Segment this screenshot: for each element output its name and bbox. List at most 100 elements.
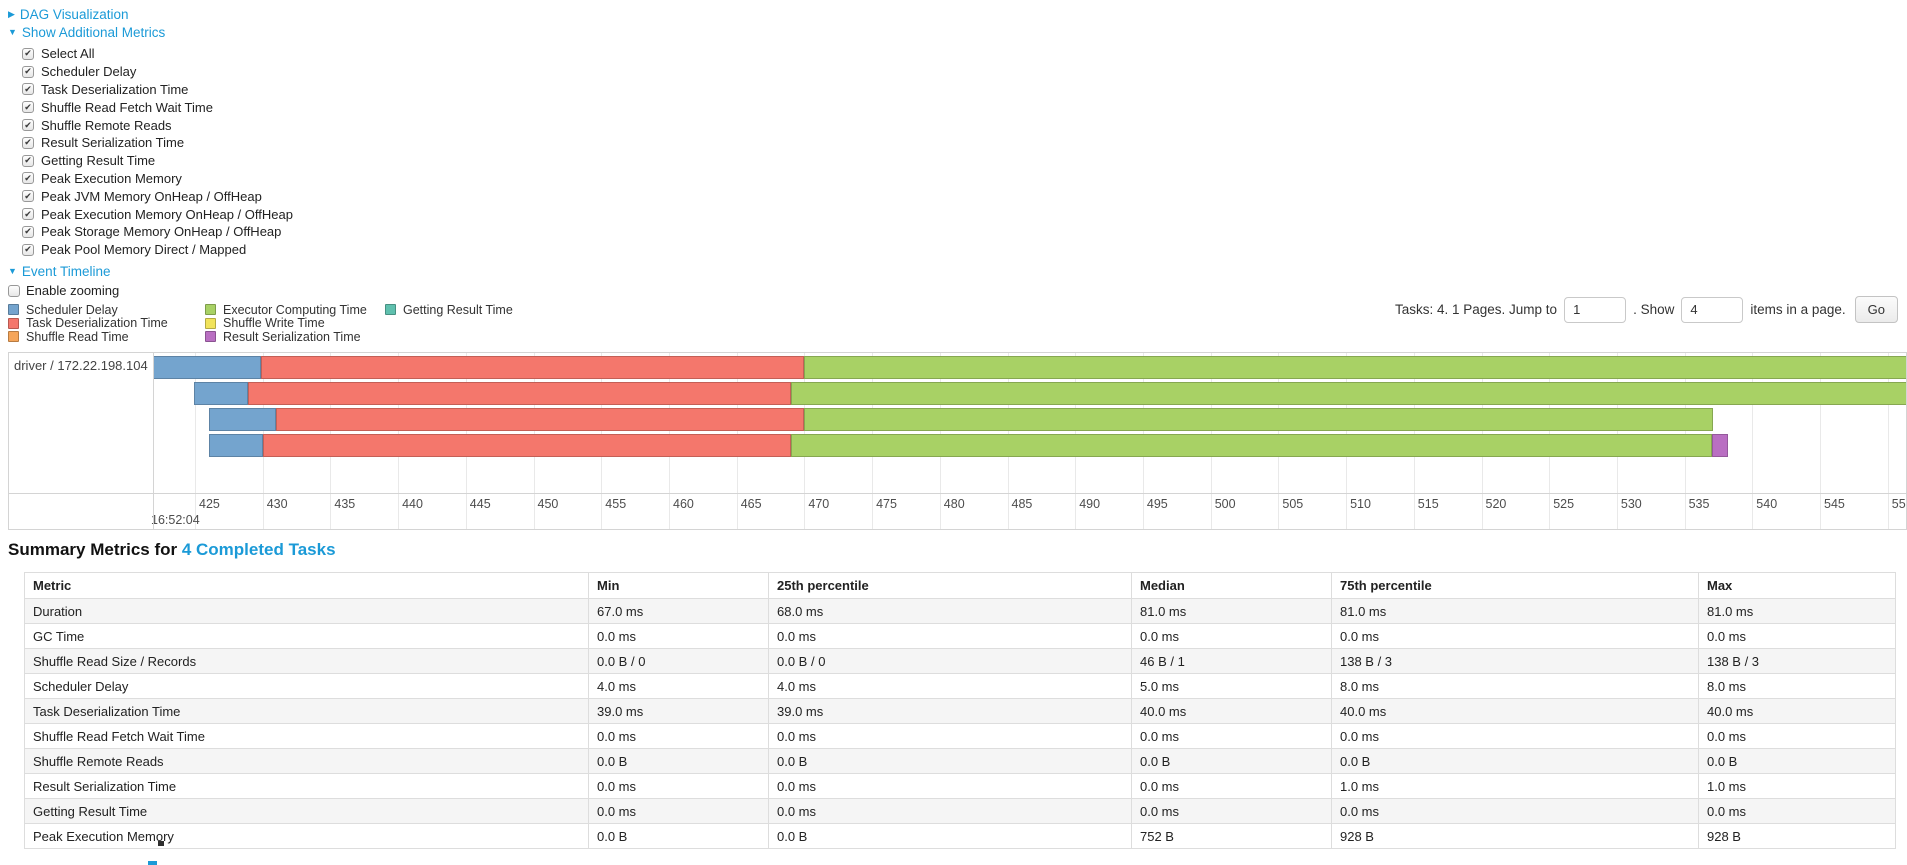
completed-tasks-link[interactable]: 4 Completed Tasks	[181, 540, 336, 559]
metric-checkbox[interactable]	[22, 83, 34, 96]
value-cell: 0.0 B	[588, 748, 769, 774]
event-timeline-toggle[interactable]: ▼ Event Timeline	[8, 263, 293, 280]
time-axis-tick-label: 455	[605, 497, 627, 511]
task-bar-segment-task-deserialization-time[interactable]	[261, 356, 805, 379]
metric-cell: Result Serialization Time	[24, 773, 589, 799]
metric-checkbox[interactable]	[22, 172, 34, 185]
value-cell: 81.0 ms	[1331, 598, 1699, 624]
task-bar-segment-executor-computing-time[interactable]	[804, 408, 1714, 431]
items-per-page-input[interactable]	[1681, 296, 1744, 323]
enable-zooming-checkbox[interactable]	[8, 284, 20, 297]
metric-checkbox-row[interactable]: Getting Result Time	[22, 152, 293, 170]
table-header-cell: 25th percentile	[768, 572, 1132, 599]
value-cell: 0.0 ms	[588, 723, 769, 749]
task-bar-segment-executor-computing-time[interactable]	[790, 434, 1712, 457]
jump-to-page-input[interactable]	[1564, 296, 1627, 323]
metric-checkbox[interactable]	[22, 119, 34, 132]
table-row: Shuffle Read Fetch Wait Time 0.0 ms 0.0 ms…	[24, 723, 1896, 749]
legend-item-label: Executor Computing Time	[223, 302, 367, 317]
metric-checkbox-row[interactable]: Shuffle Remote Reads	[22, 116, 293, 134]
metric-checkbox-label: Peak Storage Memory OnHeap / OffHeap	[41, 224, 282, 240]
items-in-page-text: items in a page.	[1750, 302, 1846, 317]
value-cell: 68.0 ms	[768, 598, 1132, 624]
value-cell: 0.0 ms	[768, 798, 1132, 824]
table-header-cell: Metric	[24, 572, 589, 599]
metric-checkbox-row[interactable]: Select All	[22, 45, 293, 63]
metric-checkbox[interactable]	[22, 243, 34, 256]
metric-checkbox-row[interactable]: Peak Storage Memory OnHeap / OffHeap	[22, 223, 293, 241]
metric-checkbox[interactable]	[22, 47, 34, 60]
metric-checkbox-row[interactable]: Peak Pool Memory Direct / Mapped	[22, 241, 293, 259]
value-cell: 0.0 ms	[1698, 723, 1896, 749]
metric-checkbox-row[interactable]: Peak Execution Memory	[22, 170, 293, 188]
go-button[interactable]: Go	[1854, 296, 1898, 323]
value-cell: 0.0 B	[768, 748, 1132, 774]
time-axis-tick-label: 550	[1891, 497, 1906, 511]
metric-checkbox-row[interactable]: Peak JVM Memory OnHeap / OffHeap	[22, 187, 293, 205]
metric-checkbox-label: Shuffle Remote Reads	[41, 117, 172, 133]
table-row: Shuffle Remote Reads 0.0 B 0.0 B 0.0 B 0.0 B…	[24, 748, 1896, 774]
task-bar-segment-scheduler-delay[interactable]	[208, 434, 263, 457]
metric-checkbox-row[interactable]: Result Serialization Time	[22, 134, 293, 152]
legend-item: Result Serialization Time	[205, 330, 385, 344]
table-header-row: Metric Min 25th percentile Median 75th perce…	[24, 572, 1896, 599]
value-cell: 0.0 ms	[1698, 623, 1896, 649]
value-cell: 0.0 B	[768, 823, 1132, 849]
value-cell: 1.0 ms	[1331, 773, 1699, 799]
table-row: Shuffle Read Size / Records 0.0 B / 0 0.0 …	[24, 648, 1896, 674]
metric-checkbox[interactable]	[22, 190, 34, 203]
metric-checkbox[interactable]	[22, 65, 34, 78]
legend-column: Scheduler Delay Task Deserialization Time…	[8, 303, 205, 344]
dag-visualization-toggle[interactable]: ▶ DAG Visualization	[8, 6, 293, 23]
task-bar-segment-task-deserialization-time[interactable]	[276, 408, 805, 431]
metric-checkbox-label: Task Deserialization Time	[41, 81, 189, 97]
metric-checkbox[interactable]	[22, 208, 34, 221]
value-cell: 0.0 ms	[1131, 773, 1332, 799]
legend-item-label: Shuffle Read Time	[26, 329, 129, 344]
task-bar-segment-task-deserialization-time[interactable]	[247, 382, 791, 405]
table-row: Getting Result Time 0.0 ms 0.0 ms 0.0 ms 0.0…	[24, 798, 1896, 824]
time-axis-tick-label: 430	[266, 497, 288, 511]
value-cell: 0.0 B	[1131, 748, 1332, 774]
task-bar-segment-scheduler-delay[interactable]	[153, 356, 262, 379]
metric-checkbox[interactable]	[22, 154, 34, 167]
metric-cell: Getting Result Time	[24, 798, 589, 824]
value-cell: 39.0 ms	[588, 698, 769, 724]
legend-color-swatch	[8, 331, 19, 343]
time-axis-tick-label: 530	[1620, 497, 1642, 511]
value-cell: 0.0 ms	[588, 773, 769, 799]
metric-checkbox-label: Peak Execution Memory	[41, 170, 182, 186]
metric-cell: Task Deserialization Time	[24, 698, 589, 724]
task-bar-segment-result-serialization-time[interactable]	[1711, 434, 1728, 457]
value-cell: 0.0 B / 0	[768, 648, 1132, 674]
task-bar-segment-scheduler-delay[interactable]	[193, 382, 248, 405]
value-cell: 0.0 ms	[1331, 723, 1699, 749]
metric-checkbox-label: Getting Result Time	[41, 153, 156, 169]
metric-checkbox-row[interactable]: Shuffle Read Fetch Wait Time	[22, 98, 293, 116]
summary-heading-text: Summary Metrics for	[8, 540, 182, 559]
task-bar-segment-task-deserialization-time[interactable]	[262, 434, 791, 457]
time-axis-tick-label: 515	[1417, 497, 1439, 511]
time-gridline	[195, 353, 196, 529]
task-bar-segment-executor-computing-time[interactable]	[804, 356, 1906, 379]
time-axis-tick-label: 490	[1079, 497, 1101, 511]
time-gridline	[1887, 353, 1889, 529]
metric-checkbox-row[interactable]: Task Deserialization Time	[22, 81, 293, 99]
enable-zooming-label: Enable zooming	[26, 283, 120, 299]
metric-checkbox-row[interactable]: Scheduler Delay	[22, 63, 293, 81]
metric-checkbox[interactable]	[22, 101, 34, 114]
value-cell: 67.0 ms	[588, 598, 769, 624]
time-axis-tick-label: 445	[469, 497, 491, 511]
enable-zooming-row[interactable]: Enable zooming	[8, 283, 293, 299]
metric-checkbox-row[interactable]: Peak Execution Memory OnHeap / OffHeap	[22, 205, 293, 223]
metric-checkbox[interactable]	[22, 225, 34, 238]
task-bar-segment-scheduler-delay[interactable]	[208, 408, 277, 431]
show-additional-metrics-toggle[interactable]: ▼ Show Additional Metrics	[8, 24, 293, 41]
value-cell: 0.0 ms	[1331, 623, 1699, 649]
dag-visualization-label: DAG Visualization	[19, 7, 129, 22]
metric-checkbox[interactable]	[22, 136, 34, 149]
metric-checkbox-label: Result Serialization Time	[41, 135, 185, 151]
task-bar-segment-executor-computing-time[interactable]	[790, 382, 1906, 405]
metric-checkbox-label: Peak Pool Memory Direct / Mapped	[41, 242, 247, 258]
table-row: Peak Execution Memory 0.0 B 0.0 B 752 B 928 …	[24, 823, 1896, 849]
